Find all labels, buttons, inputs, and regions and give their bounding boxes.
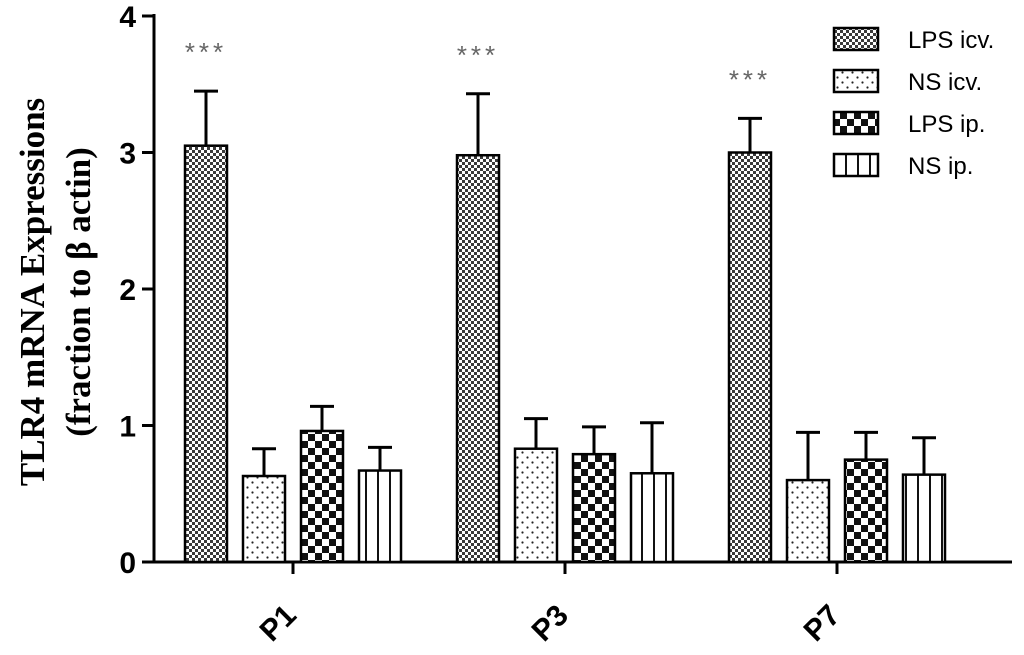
legend-label: LPS ip.: [908, 111, 985, 138]
legend-label: NS ip.: [908, 153, 973, 180]
y-tick-label: 0: [119, 547, 136, 580]
y-tick-label: 2: [119, 274, 136, 307]
legend-swatch: [832, 110, 880, 136]
x-tick-label: P7: [798, 599, 847, 648]
plot-area: 0 1 2 3 4 P1 P3 P7 *** *** ***: [119, 1, 1012, 648]
bar-ns-icv: [241, 474, 287, 564]
bar-lps-ip: [299, 429, 345, 564]
y-axis-label-line2: (fraction to β actin): [59, 147, 98, 437]
legend: LPS icv. NS icv. LPS ip. NS ip.: [832, 26, 994, 180]
legend-swatch: [832, 68, 880, 94]
legend-swatch: [832, 26, 880, 52]
bar-lps-icv: [727, 151, 773, 564]
legend-label: LPS icv.: [908, 27, 994, 54]
significance-marker: ***: [729, 64, 771, 94]
bar-ns-icv: [785, 478, 831, 564]
y-tick-label: 4: [119, 1, 136, 34]
bar-lps-icv: [455, 153, 501, 564]
bar-lps-icv: [183, 144, 229, 564]
bar-ns-ip: [629, 472, 675, 564]
legend-swatch: [832, 152, 880, 178]
bar-ns-icv: [513, 447, 559, 564]
bar-ns-ip: [357, 469, 403, 564]
legend-label: NS icv.: [908, 69, 982, 96]
x-tick-label: P3: [526, 599, 575, 648]
y-tick-label: 3: [119, 138, 136, 171]
x-tick-label: P1: [254, 599, 303, 648]
bar-lps-ip: [571, 452, 617, 564]
bar-ns-ip: [901, 473, 947, 564]
significance-marker: ***: [457, 40, 499, 70]
y-axis-label-line1: TLR4 mRNA Expressions: [13, 98, 52, 486]
bar-lps-ip: [843, 458, 889, 564]
y-tick-label: 1: [119, 411, 136, 444]
significance-marker: ***: [185, 37, 227, 67]
